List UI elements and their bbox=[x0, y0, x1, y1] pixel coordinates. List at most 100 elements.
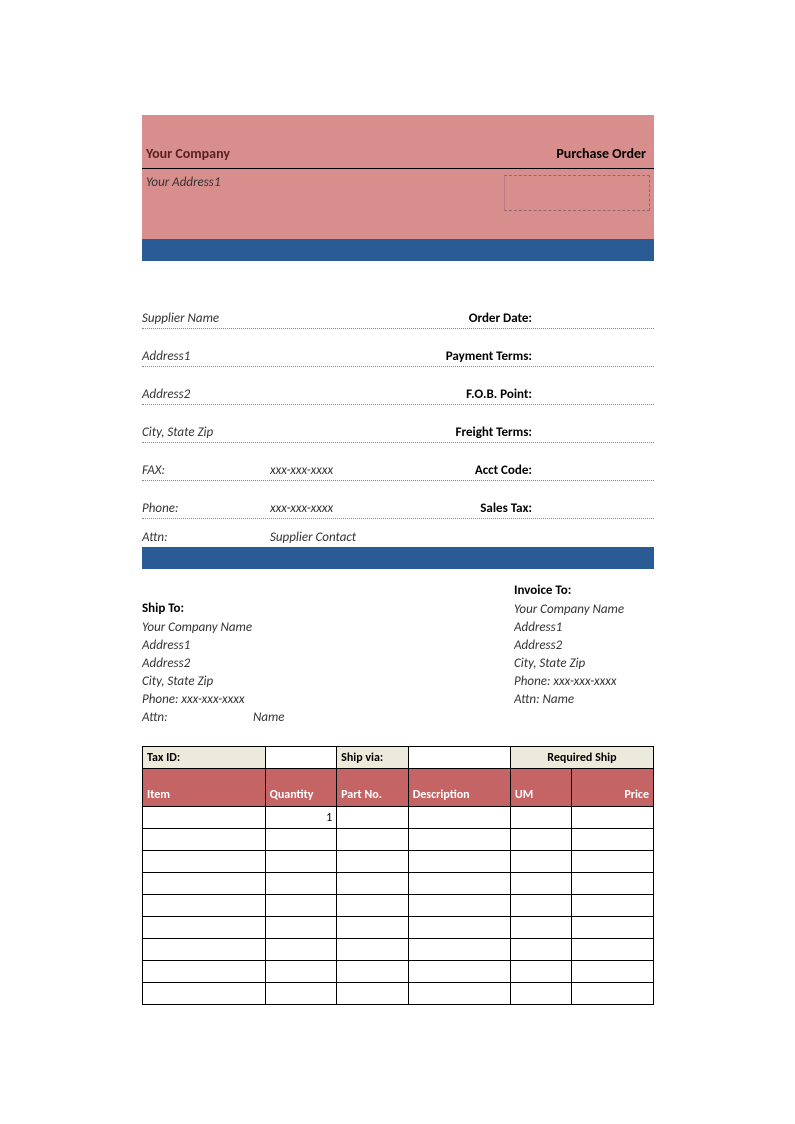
table-cell[interactable] bbox=[143, 829, 266, 851]
items-col-header: Price bbox=[572, 769, 654, 807]
label-order-date: Order Date: bbox=[426, 311, 538, 326]
table-cell[interactable] bbox=[510, 983, 571, 1005]
table-cell[interactable] bbox=[265, 917, 337, 939]
table-cell[interactable] bbox=[143, 807, 266, 829]
supplier-address1: Address1 bbox=[142, 349, 270, 364]
table-cell[interactable] bbox=[572, 807, 654, 829]
header-top: Your Company Purchase Order bbox=[142, 115, 654, 169]
table-cell[interactable] bbox=[572, 983, 654, 1005]
table-cell[interactable] bbox=[337, 829, 409, 851]
items-col-header: Part No. bbox=[337, 769, 409, 807]
row-attn: Attn: Supplier Contact bbox=[142, 519, 654, 547]
value-fax: xxx-xxx-xxxx bbox=[270, 463, 426, 478]
invoice-to: Invoice To: Your Company Name Address1 A… bbox=[514, 583, 654, 728]
table-row bbox=[143, 829, 654, 851]
table-cell[interactable] bbox=[265, 829, 337, 851]
table-row bbox=[143, 983, 654, 1005]
row-phone: Phone: xxx-xxx-xxxx Sales Tax: bbox=[142, 491, 654, 519]
ship-to-city: City, State Zip bbox=[142, 674, 514, 689]
table-cell[interactable] bbox=[265, 851, 337, 873]
ship-to-address2: Address2 bbox=[142, 656, 514, 671]
items-col-header: UM bbox=[510, 769, 571, 807]
table-cell[interactable] bbox=[408, 895, 510, 917]
label-attn: Attn: bbox=[142, 530, 270, 545]
table-cell[interactable] bbox=[510, 873, 571, 895]
table-cell[interactable] bbox=[265, 895, 337, 917]
content: Your Company Purchase Order Your Address… bbox=[142, 115, 654, 1005]
invoice-to-address2: Address2 bbox=[514, 638, 654, 653]
company-name: Your Company bbox=[146, 145, 230, 162]
table-cell[interactable] bbox=[143, 851, 266, 873]
table-cell[interactable] bbox=[265, 873, 337, 895]
ship-to-attn-label: Attn: bbox=[142, 710, 250, 725]
table-cell[interactable] bbox=[143, 983, 266, 1005]
supplier-city: City, State Zip bbox=[142, 425, 270, 440]
invoice-to-company: Your Company Name bbox=[514, 602, 654, 617]
supplier-order-section: Supplier Name Order Date: Address1 Payme… bbox=[142, 301, 654, 569]
row-fax: FAX: xxx-xxx-xxxx Acct Code: bbox=[142, 453, 654, 481]
table-cell[interactable] bbox=[337, 939, 409, 961]
table-cell[interactable] bbox=[143, 895, 266, 917]
table-row bbox=[143, 851, 654, 873]
table-cell[interactable] bbox=[572, 851, 654, 873]
supplier-name: Supplier Name bbox=[142, 311, 270, 326]
value-phone: xxx-xxx-xxxx bbox=[270, 501, 426, 516]
invoice-to-heading: Invoice To: bbox=[514, 583, 654, 598]
label-freight-terms: Freight Terms: bbox=[426, 425, 538, 440]
label-fob-point: F.O.B. Point: bbox=[426, 387, 538, 402]
table-cell[interactable] bbox=[510, 961, 571, 983]
table-cell[interactable] bbox=[265, 983, 337, 1005]
table-cell[interactable] bbox=[265, 961, 337, 983]
table-cell[interactable] bbox=[510, 917, 571, 939]
table-cell[interactable] bbox=[408, 939, 510, 961]
label-tax-id: Tax ID: bbox=[143, 747, 266, 769]
table-cell[interactable] bbox=[408, 961, 510, 983]
invoice-to-city: City, State Zip bbox=[514, 656, 654, 671]
table-cell[interactable] bbox=[337, 873, 409, 895]
table-cell[interactable] bbox=[143, 939, 266, 961]
table-cell[interactable] bbox=[265, 939, 337, 961]
table-cell[interactable] bbox=[337, 807, 409, 829]
value-ship-via[interactable] bbox=[408, 747, 510, 769]
table-cell[interactable]: 1 bbox=[265, 807, 337, 829]
table-row bbox=[143, 939, 654, 961]
items-table: Tax ID:Ship via:Required ShipItemQuantit… bbox=[142, 746, 654, 1005]
table-cell[interactable] bbox=[510, 895, 571, 917]
row-city: City, State Zip Freight Terms: bbox=[142, 415, 654, 443]
table-cell[interactable] bbox=[337, 851, 409, 873]
table-cell[interactable] bbox=[337, 961, 409, 983]
table-cell[interactable] bbox=[408, 807, 510, 829]
table-cell[interactable] bbox=[337, 983, 409, 1005]
table-cell[interactable] bbox=[337, 917, 409, 939]
items-col-header: Item bbox=[143, 769, 266, 807]
table-cell[interactable] bbox=[408, 873, 510, 895]
table-cell[interactable] bbox=[408, 917, 510, 939]
label-acct-code: Acct Code: bbox=[426, 463, 538, 478]
table-cell[interactable] bbox=[510, 829, 571, 851]
table-cell[interactable] bbox=[510, 939, 571, 961]
ship-to: Ship To: Your Company Name Address1 Addr… bbox=[142, 583, 514, 728]
table-cell[interactable] bbox=[337, 895, 409, 917]
ship-to-phone: Phone: xxx-xxx-xxxx bbox=[142, 692, 514, 707]
table-cell[interactable] bbox=[572, 961, 654, 983]
table-row bbox=[143, 961, 654, 983]
table-cell[interactable] bbox=[510, 807, 571, 829]
value-tax-id[interactable] bbox=[265, 747, 337, 769]
table-cell[interactable] bbox=[143, 873, 266, 895]
table-row bbox=[143, 895, 654, 917]
table-cell[interactable] bbox=[143, 917, 266, 939]
table-row bbox=[143, 917, 654, 939]
invoice-to-attn: Attn: Name bbox=[514, 692, 654, 707]
table-cell[interactable] bbox=[510, 851, 571, 873]
row-supplier-name: Supplier Name Order Date: bbox=[142, 301, 654, 329]
value-attn: Supplier Contact bbox=[270, 530, 426, 545]
table-cell[interactable] bbox=[572, 939, 654, 961]
table-cell[interactable] bbox=[408, 851, 510, 873]
table-cell[interactable] bbox=[408, 983, 510, 1005]
table-cell[interactable] bbox=[408, 829, 510, 851]
table-cell[interactable] bbox=[572, 895, 654, 917]
table-cell[interactable] bbox=[572, 829, 654, 851]
table-cell[interactable] bbox=[572, 917, 654, 939]
table-cell[interactable] bbox=[572, 873, 654, 895]
table-cell[interactable] bbox=[143, 961, 266, 983]
